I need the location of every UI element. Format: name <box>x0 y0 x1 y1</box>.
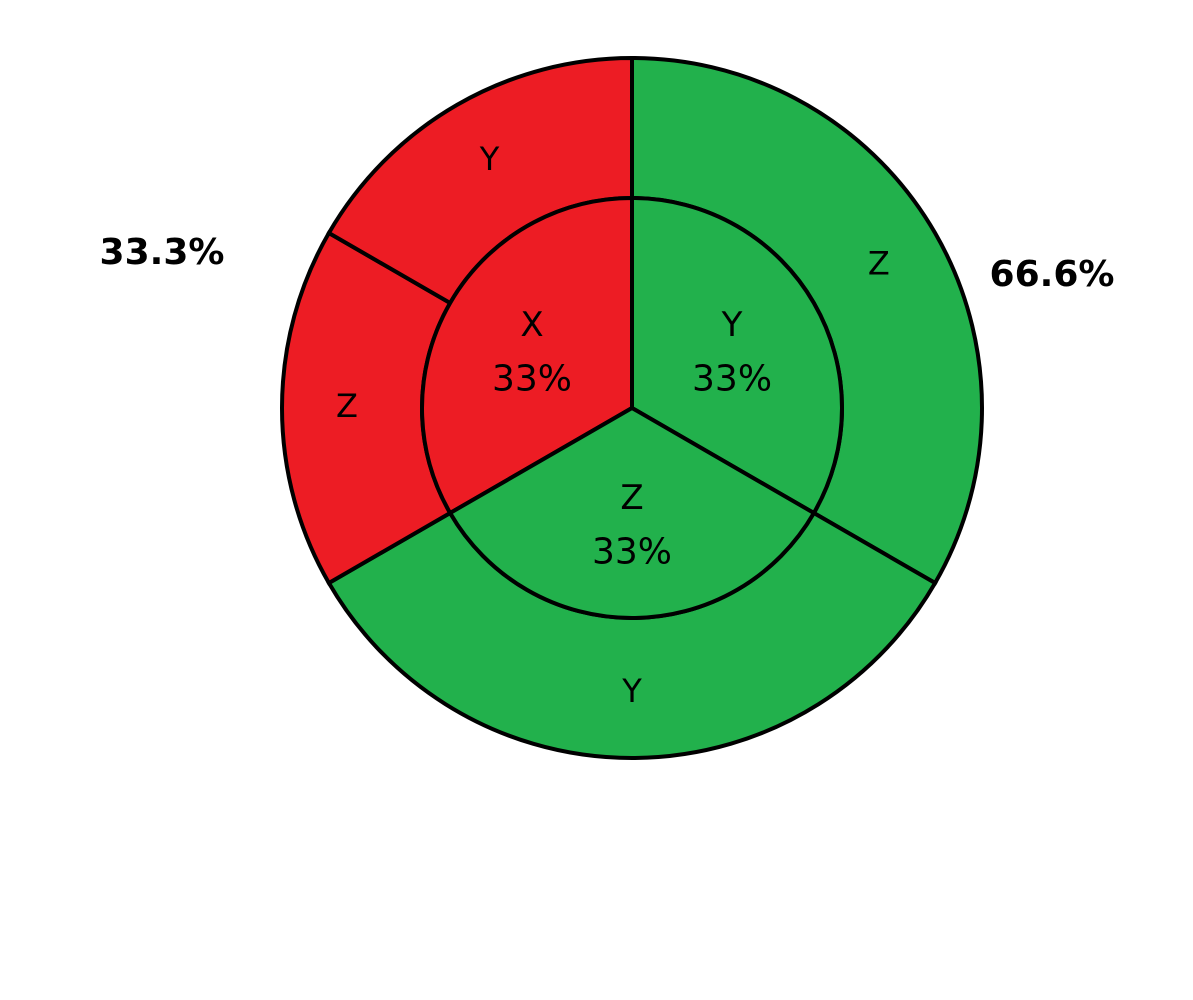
outer-ring <box>280 55 984 760</box>
slice-labels: Z Y Z Y X 33% Y 33% Z 33% <box>336 140 890 710</box>
outer-slice-label-3: Y <box>479 140 500 178</box>
inner-slice-y <box>630 196 844 515</box>
red-group-percentage-label: 33.3% <box>100 232 225 273</box>
inner-slice-label-x: X <box>520 305 543 345</box>
outer-slice-label-2: Z <box>336 387 358 425</box>
inner-slice-percent-z: 33% <box>592 532 672 573</box>
outer-slice-label-0: Z <box>868 245 890 283</box>
inner-ring <box>420 196 844 620</box>
inner-slice-z <box>448 406 816 620</box>
green-group-percentage-label: 66.6% <box>990 254 1115 295</box>
outer-slice-label-1: Y <box>621 672 642 710</box>
inner-slice-label-z: Z <box>620 478 643 518</box>
inner-slice-percent-x: 33% <box>492 358 572 399</box>
inner-slice-percent-y: 33% <box>692 358 772 399</box>
inner-slice-x <box>420 196 634 515</box>
inner-slice-label-y: Y <box>721 305 743 345</box>
